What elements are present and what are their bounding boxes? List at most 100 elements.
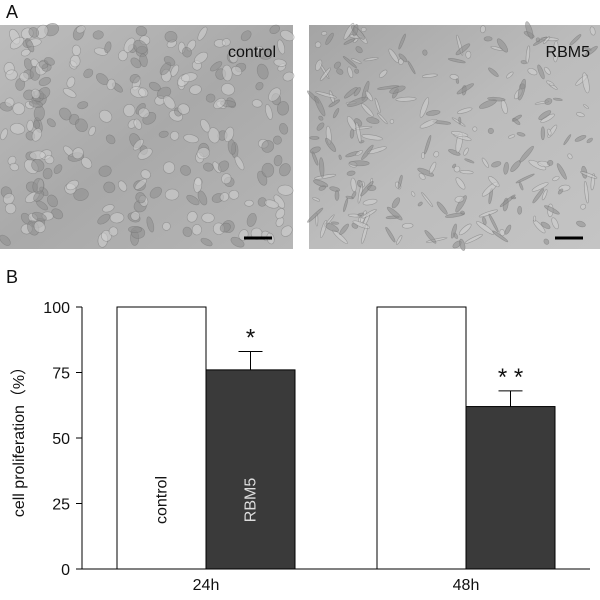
cell [362,198,378,206]
cell [269,24,280,35]
cell [313,179,329,188]
cell [261,162,275,178]
cell [531,182,549,192]
cell [552,176,560,182]
cell [567,153,573,160]
cell [180,165,191,176]
cell [72,147,84,160]
cell [268,87,281,102]
cell [563,134,572,146]
cell [158,130,169,138]
cell [257,48,273,60]
cell [240,30,252,42]
cell [421,192,434,208]
cell [197,26,208,41]
cell [576,112,585,118]
cell [332,108,340,119]
cell [464,234,483,244]
cell [228,51,239,64]
cell [351,58,362,64]
cell [391,197,401,209]
cell [363,57,379,62]
cell [459,238,466,251]
cell [186,194,200,206]
cell [137,147,153,160]
cell [191,224,202,236]
cell [334,190,340,201]
panel-label: B [6,267,18,287]
cell [541,189,548,201]
cell [42,167,53,180]
cell [425,237,448,243]
cell [458,116,462,125]
cell [425,110,441,116]
cell [525,45,531,64]
cell [546,80,555,87]
cell [104,41,112,54]
cell [389,119,395,124]
cell [540,126,545,141]
cell [97,213,111,225]
cell [487,96,506,102]
cell [463,147,469,156]
cell [365,90,373,102]
cell [349,128,355,139]
bar [116,306,207,570]
cell [447,58,466,64]
cell [319,157,325,178]
cell [330,221,340,225]
cell [189,84,202,95]
y-axis-label: cell proliferation（%） [10,359,28,517]
cell [5,203,17,215]
cell [315,91,337,99]
cell [221,173,232,185]
cell [510,196,517,200]
cell [164,188,180,201]
cell [411,191,416,197]
cell [339,223,349,235]
cell [459,170,474,175]
cell [345,195,354,200]
cell [194,51,208,64]
cell [343,38,356,45]
cell [355,150,363,156]
cell [318,115,324,121]
cell [244,199,254,207]
image-label: RBM5 [546,44,591,61]
y-tick-label: 0 [61,562,70,579]
cell [44,155,55,165]
cell [389,85,406,94]
x-tick-label: 24h [193,577,220,594]
cell [456,83,475,95]
cell [352,24,359,37]
cell [275,208,286,220]
cell [12,102,25,115]
cell [148,81,161,92]
cell [525,21,534,40]
y-tick-label: 100 [43,300,70,317]
cell [309,146,321,154]
cell [386,206,403,221]
cell [465,50,472,59]
cell [181,46,192,58]
cell [421,73,438,78]
cell [472,126,478,132]
cell [186,211,198,223]
series-label: control [154,476,171,524]
cell [134,178,147,190]
cell [418,173,426,180]
cell [170,64,180,77]
cell [129,74,140,84]
cell [169,131,180,141]
cell [234,155,245,171]
cell [0,128,8,141]
cell [357,212,365,217]
cell [31,211,47,222]
cell [417,167,435,177]
cell [275,217,285,227]
cell [279,123,289,135]
cell [552,40,559,63]
cell [407,60,416,75]
cell [200,119,211,133]
cell [162,221,171,231]
